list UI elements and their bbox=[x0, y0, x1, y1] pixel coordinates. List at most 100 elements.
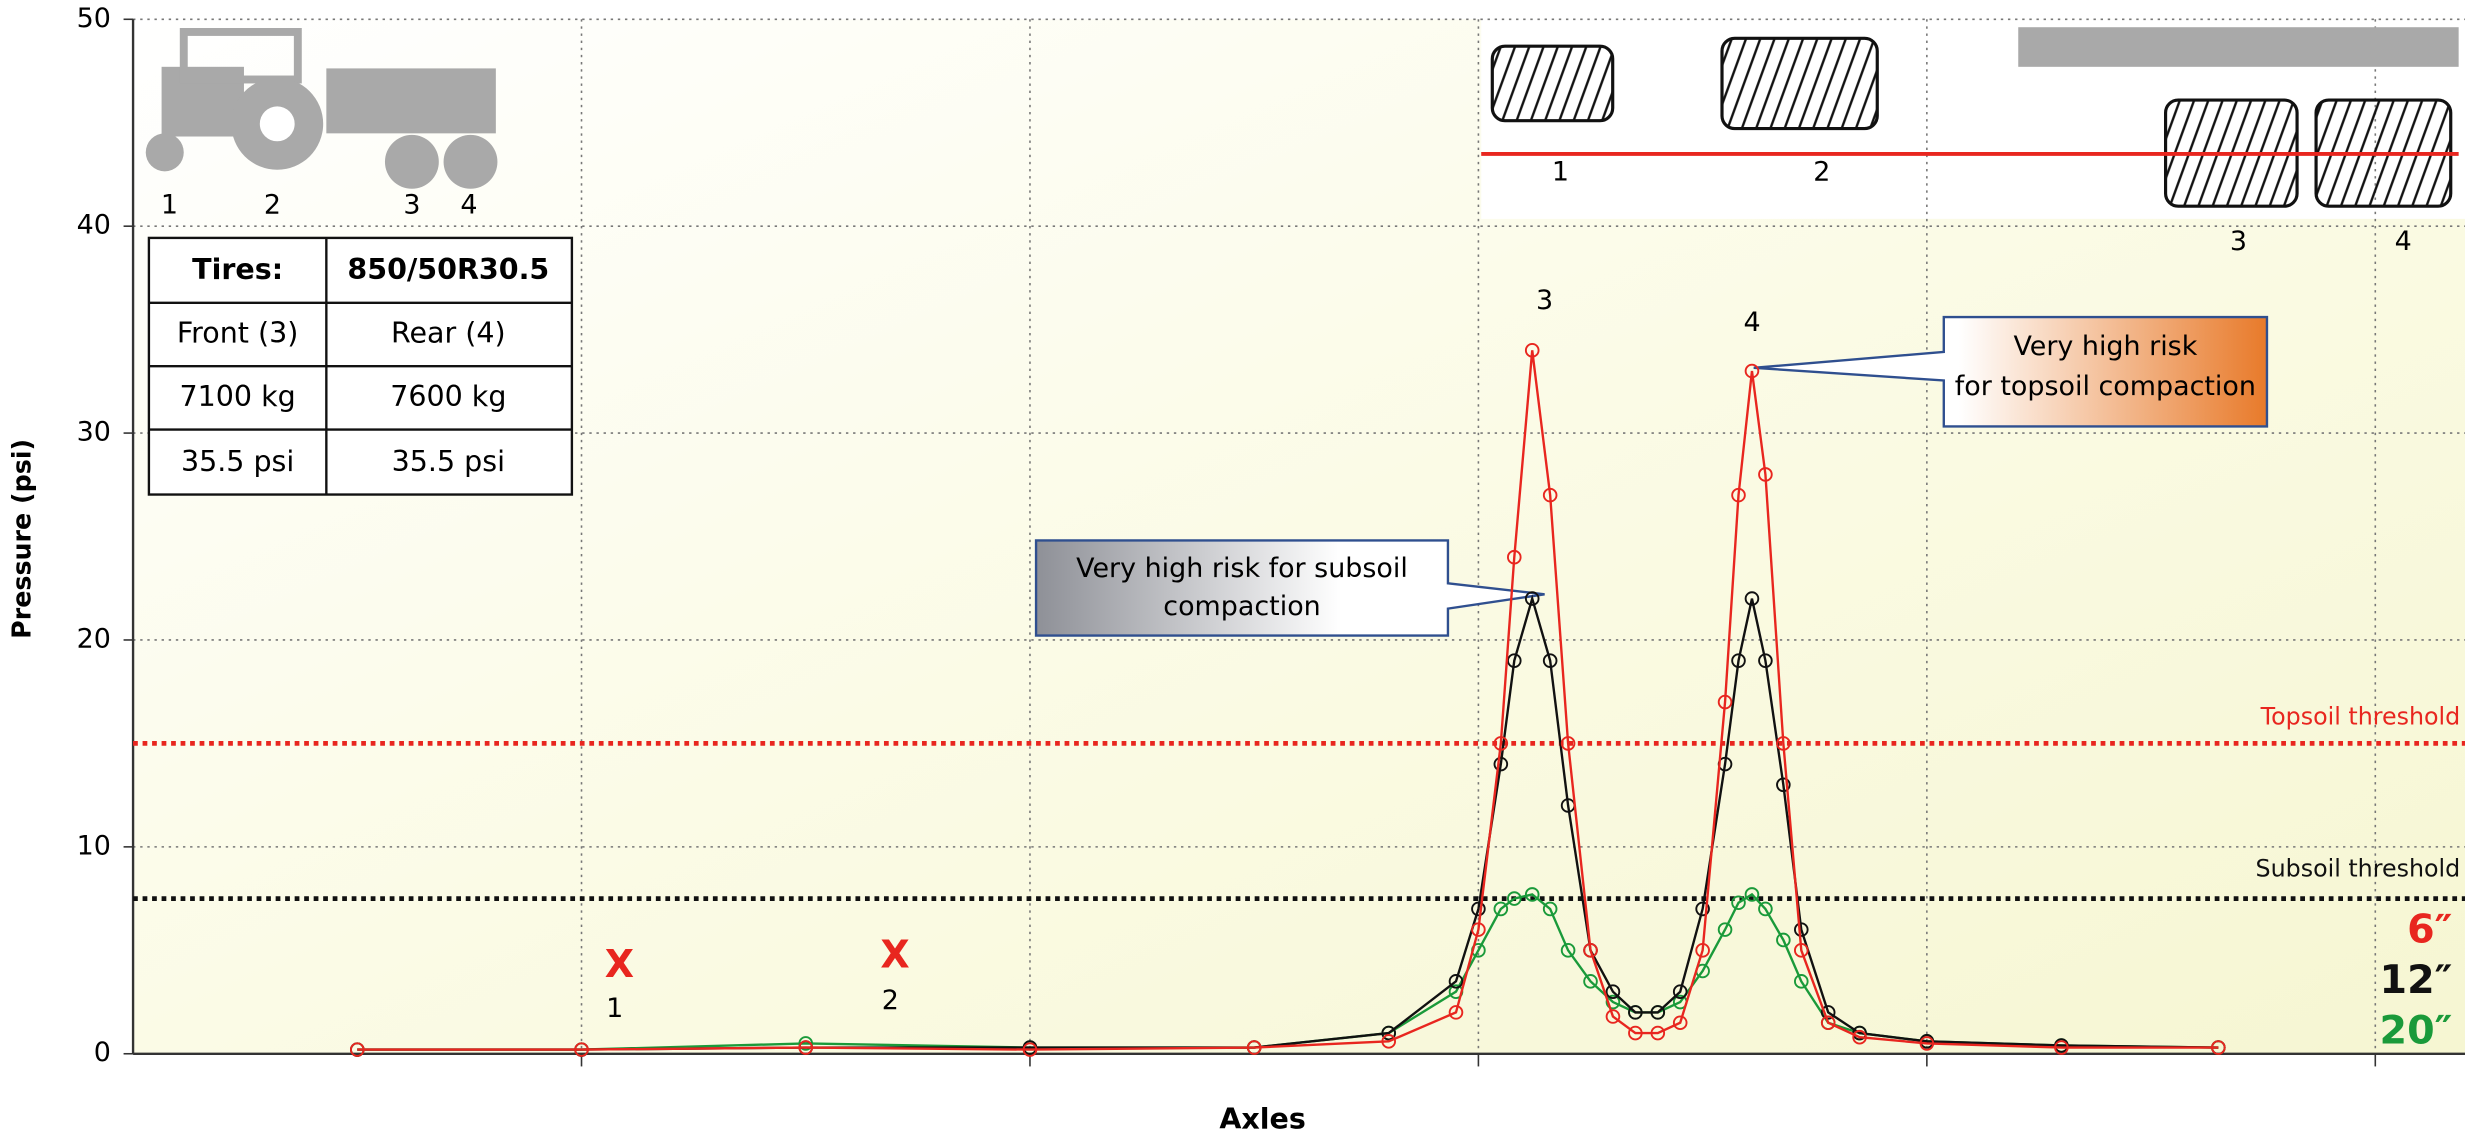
axle-label: 1 bbox=[606, 993, 623, 1024]
trailer-body bbox=[326, 68, 496, 134]
tractor-axle-label: 2 bbox=[264, 190, 281, 221]
data-point bbox=[1560, 736, 1576, 751]
data-point bbox=[1560, 943, 1576, 958]
table-cell: 35.5 psi bbox=[181, 445, 294, 478]
tire bbox=[1720, 36, 1879, 131]
tractor-icon bbox=[145, 28, 498, 189]
data-point bbox=[1542, 487, 1558, 503]
data-point bbox=[1493, 756, 1509, 772]
data-point bbox=[1852, 1029, 1867, 1045]
data-point bbox=[1744, 887, 1760, 902]
trailer-wheel bbox=[384, 134, 439, 189]
y-tick-label: 0 bbox=[94, 1037, 111, 1068]
table-cell: 35.5 psi bbox=[392, 445, 505, 478]
tractor-axle-label: 3 bbox=[403, 190, 420, 221]
tire-diagram bbox=[1481, 27, 2459, 208]
axle-marker: X bbox=[605, 942, 634, 986]
axle-label: 2 bbox=[882, 985, 899, 1016]
y-tick-label: 20 bbox=[77, 623, 111, 654]
data-point bbox=[1628, 1005, 1643, 1020]
data-point bbox=[1506, 549, 1522, 565]
legend-entry: 20″ bbox=[2380, 1008, 2453, 1054]
tractor-cab bbox=[179, 28, 302, 84]
tire-label: 2 bbox=[1813, 156, 1830, 187]
peak-label: 4 bbox=[1744, 307, 1761, 338]
data-point bbox=[1776, 777, 1791, 793]
data-point bbox=[1672, 984, 1688, 999]
data-point bbox=[1731, 487, 1746, 503]
data-point bbox=[1717, 922, 1733, 937]
tractor-axle-label: 4 bbox=[460, 190, 477, 221]
tire-label: 3 bbox=[2230, 226, 2247, 257]
data-point bbox=[1672, 1015, 1688, 1031]
callout-box bbox=[1034, 539, 1545, 637]
y-tick-label: 50 bbox=[77, 3, 111, 34]
legend-entry: 12″ bbox=[2380, 957, 2453, 1003]
y-tick-label: 30 bbox=[77, 417, 111, 448]
table-cell: 7100 kg bbox=[180, 380, 296, 413]
callout-box bbox=[1753, 315, 2269, 428]
peak-label: 3 bbox=[1536, 285, 1553, 316]
callout-text: Very high risk for subsoil compaction bbox=[1076, 553, 1408, 622]
threshold-label: Subsoil threshold bbox=[2256, 854, 2461, 882]
data-point bbox=[1471, 922, 1486, 937]
data-point bbox=[350, 1042, 365, 1057]
data-point bbox=[1758, 653, 1773, 668]
data-point bbox=[1731, 895, 1746, 911]
data-point bbox=[1524, 343, 1540, 358]
data-point bbox=[1448, 1005, 1464, 1020]
data-point bbox=[1731, 653, 1746, 668]
data-point bbox=[798, 1036, 814, 1051]
data-point bbox=[1605, 984, 1621, 999]
data-point bbox=[2211, 1040, 2226, 1055]
data-point bbox=[1794, 974, 1809, 989]
y-tick-label: 10 bbox=[77, 830, 111, 861]
trailer-wheel bbox=[443, 134, 498, 189]
data-point bbox=[574, 1042, 589, 1057]
tire-label: 4 bbox=[2395, 226, 2412, 257]
data-point bbox=[1524, 887, 1540, 902]
y-axis-label: Pressure (psi) bbox=[7, 439, 37, 639]
data-point bbox=[1919, 1036, 1935, 1051]
data-point bbox=[1820, 1005, 1836, 1020]
data-point bbox=[1758, 467, 1773, 482]
tire-label: 1 bbox=[1552, 156, 1569, 187]
tractor-axle-label: 1 bbox=[161, 190, 178, 221]
data-point bbox=[1650, 1005, 1666, 1020]
table-cell: 850/50R30.5 bbox=[347, 253, 549, 286]
data-point bbox=[1758, 901, 1773, 917]
data-point bbox=[1794, 943, 1809, 958]
data-point bbox=[1583, 974, 1598, 989]
data-point bbox=[1776, 932, 1791, 948]
data-point bbox=[1471, 901, 1486, 917]
series-line bbox=[357, 350, 2219, 1051]
data-point bbox=[1605, 994, 1621, 1010]
data-point bbox=[1448, 974, 1464, 989]
data-point bbox=[1744, 363, 1760, 379]
data-point bbox=[1650, 1025, 1666, 1041]
data-point bbox=[2054, 1040, 2069, 1055]
data-point bbox=[1506, 891, 1522, 906]
data-point bbox=[798, 1040, 814, 1055]
legend-entry: 6″ bbox=[2407, 906, 2452, 952]
data-point bbox=[1695, 943, 1710, 958]
table-cell: 7600 kg bbox=[390, 380, 506, 413]
data-point bbox=[1794, 922, 1809, 937]
data-point bbox=[1542, 901, 1558, 917]
x-axis-label: Axles bbox=[1219, 1102, 1306, 1135]
trailer-bar bbox=[2018, 27, 2459, 67]
data-point bbox=[1583, 943, 1598, 958]
y-tick-label: 40 bbox=[77, 210, 111, 241]
data-point bbox=[1820, 1015, 1836, 1031]
tractor-front-wheel bbox=[145, 133, 184, 172]
data-point bbox=[1246, 1040, 1262, 1055]
table-cell: Front (3) bbox=[177, 317, 299, 350]
data-point bbox=[1381, 1034, 1397, 1049]
data-point bbox=[1542, 653, 1558, 668]
data-point bbox=[1493, 736, 1509, 751]
tire bbox=[1490, 44, 1615, 123]
table-cell: Tires: bbox=[192, 253, 283, 286]
data-point bbox=[1493, 901, 1509, 917]
